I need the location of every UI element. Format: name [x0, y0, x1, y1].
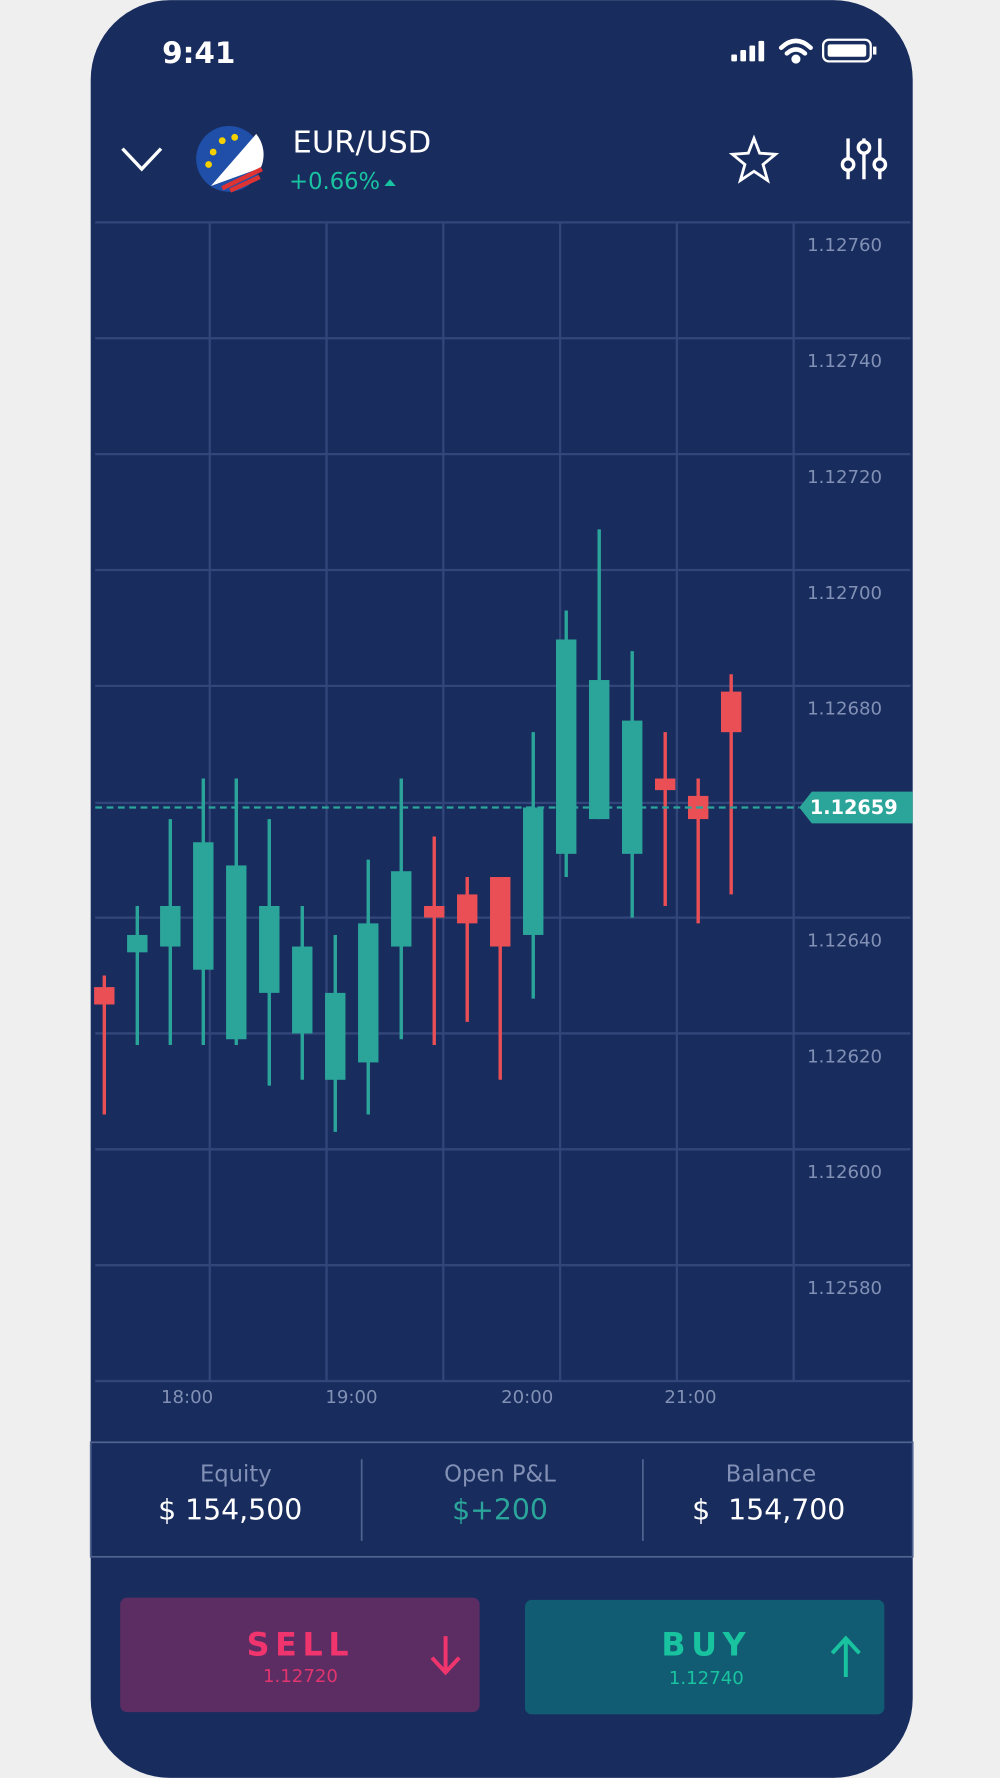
candle-body	[523, 807, 544, 935]
stat-value: $+200	[452, 1493, 548, 1526]
y-tick-label: 1.12760	[807, 235, 882, 256]
x-tick-label: 18:00	[161, 1387, 213, 1408]
candle-body	[391, 871, 412, 947]
x-tick-label: 19:00	[325, 1387, 377, 1408]
buy-background	[524, 1599, 885, 1715]
y-tick-label: 1.12600	[807, 1162, 882, 1183]
stat-label: Balance	[726, 1462, 816, 1488]
candle-body	[325, 992, 346, 1080]
settings-button[interactable]	[840, 138, 888, 180]
y-tick-label: 1.12580	[807, 1278, 882, 1299]
candle-body	[259, 905, 280, 993]
candle-body	[292, 946, 313, 1034]
chart: 1.12760 1.12740 1.12720 1.12700 1.12680 1.126…	[94, 221, 913, 1408]
sell-button[interactable]: SELL 1.12720	[120, 1597, 480, 1713]
y-tick-label: 1.12720	[807, 467, 882, 488]
buy-arrow	[830, 1635, 861, 1677]
candle-body	[589, 680, 610, 820]
pair-change: +0.66%	[289, 169, 380, 195]
vertical-grid	[95, 222, 911, 1383]
status-time: 9:41	[162, 36, 235, 70]
candle-body	[424, 905, 445, 918]
candle-body	[457, 894, 478, 924]
sell-arrow	[430, 1636, 461, 1676]
change-arrow	[384, 179, 396, 187]
collapse-button[interactable]	[121, 147, 163, 172]
y-tick-label: 1.12620	[807, 1046, 882, 1067]
candle-body	[654, 778, 676, 791]
buy-button[interactable]: BUY 1.12740	[524, 1599, 885, 1715]
buy-label: BUY	[661, 1627, 751, 1663]
candle-body	[556, 639, 577, 854]
last-price-label: 1.12659	[810, 796, 898, 819]
favorite-button[interactable]	[728, 134, 780, 184]
last-price-badge	[799, 791, 913, 824]
stat-label: Open P&L	[444, 1462, 556, 1488]
wifi-icon	[778, 38, 813, 64]
battery-icon	[821, 38, 877, 63]
stat-value: $ 154,500	[158, 1493, 302, 1526]
stats-panel	[89, 1441, 914, 1558]
y-tick-label: 1.12700	[807, 583, 882, 604]
candle-body	[226, 865, 247, 1040]
sell-background	[120, 1597, 480, 1713]
candle-body	[490, 877, 511, 947]
stat-value: $ 154,700	[692, 1493, 845, 1526]
candle-body	[621, 720, 643, 854]
signal-icon	[731, 40, 765, 62]
pair-flag	[196, 125, 264, 193]
sell-price: 1.12720	[263, 1666, 338, 1687]
candle-body	[94, 987, 115, 1005]
y-tick-label: 1.12740	[807, 351, 882, 372]
candle-body	[720, 691, 742, 733]
candle-body	[358, 923, 379, 1063]
stat-label: Equity	[200, 1462, 272, 1488]
candle-body	[127, 934, 148, 953]
buy-price: 1.12740	[669, 1668, 744, 1689]
sell-label: SELL	[247, 1627, 355, 1663]
y-tick-label: 1.12680	[807, 699, 882, 720]
pair-name: EUR/USD	[293, 126, 432, 161]
x-tick-label: 21:00	[664, 1387, 716, 1408]
candle-body	[193, 842, 214, 970]
x-tick-label: 20:00	[501, 1387, 553, 1408]
y-tick-label: 1.12640	[807, 930, 882, 951]
candle-body	[160, 905, 181, 947]
